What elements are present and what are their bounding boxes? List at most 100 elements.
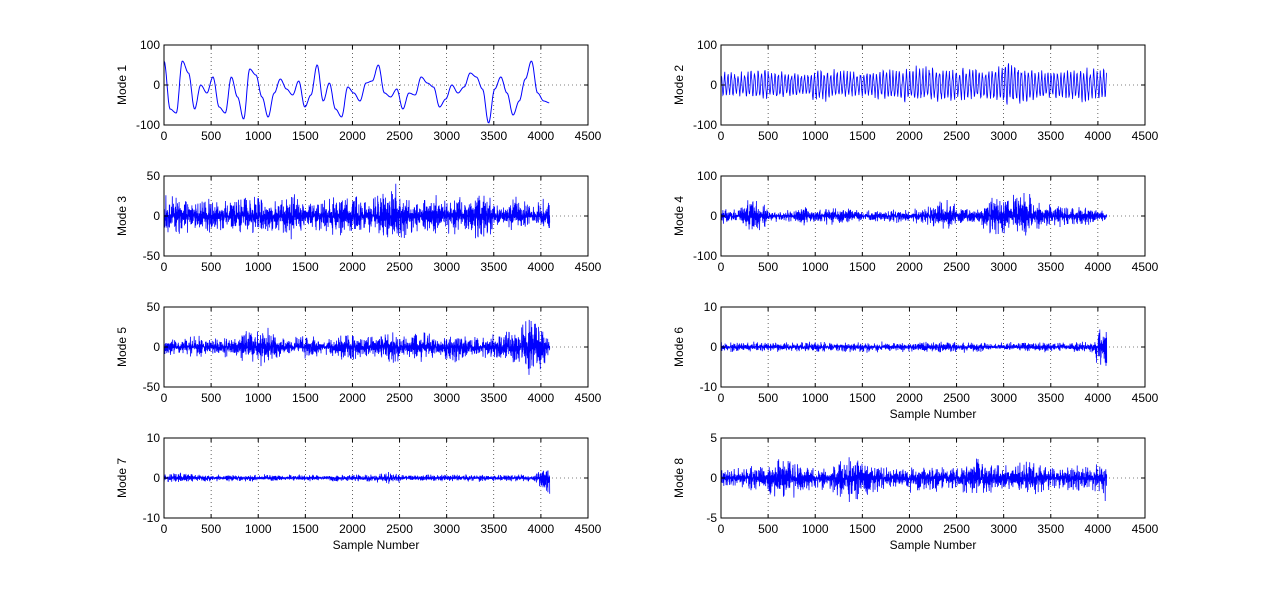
- x-tick-label: 3000: [433, 522, 460, 536]
- x-tick-label: 500: [758, 260, 778, 274]
- signal-line: [163, 60, 550, 124]
- y-axis-label: Mode 5: [115, 327, 129, 367]
- y-tick-label: 50: [147, 169, 161, 183]
- x-tick-label: 3500: [1037, 391, 1064, 405]
- y-tick-label: 10: [147, 431, 161, 445]
- subplot-mode-2: 0 500 1000 1500 2000 2500 3000 3500 4000 45001000…: [672, 38, 1159, 143]
- x-tick-label: 4500: [1132, 129, 1159, 143]
- x-tick-label: 0: [161, 260, 168, 274]
- x-tick-label: 2000: [339, 129, 366, 143]
- x-tick-label: 4000: [1085, 522, 1112, 536]
- x-tick-label: 4000: [528, 129, 555, 143]
- x-tick-label: 2000: [896, 391, 923, 405]
- x-tick-label: 3500: [480, 260, 507, 274]
- x-tick-label: 3500: [1037, 129, 1064, 143]
- y-tick-label: -100: [136, 118, 160, 132]
- signal-line: [720, 457, 1108, 503]
- x-tick-label: 1500: [292, 522, 319, 536]
- x-tick-label: 500: [758, 522, 778, 536]
- subplot-mode-7: 0 500 1000 1500 2000 2500 3000 3500 4000 4500100-…: [115, 431, 602, 552]
- subplot-mode-6: 0 500 1000 1500 2000 2500 3000 3500 4000 4500100-…: [672, 300, 1159, 421]
- y-axis-label: Mode 2: [672, 65, 686, 105]
- x-tick-label: 0: [161, 129, 168, 143]
- x-tick-label: 1000: [245, 260, 272, 274]
- x-tick-label: 3000: [990, 260, 1017, 274]
- y-tick-label: -100: [693, 249, 717, 263]
- x-tick-label: 1000: [802, 391, 829, 405]
- y-tick-label: 100: [697, 38, 717, 52]
- x-tick-label: 4000: [1085, 260, 1112, 274]
- x-tick-label: 0: [718, 260, 725, 274]
- x-tick-label: 1500: [292, 391, 319, 405]
- x-tick-label: 1000: [802, 260, 829, 274]
- x-axis-label: Sample Number: [333, 538, 420, 552]
- subplot-mode-4: 0 500 1000 1500 2000 2500 3000 3500 4000 45001000…: [672, 169, 1159, 274]
- x-tick-label: 2000: [339, 522, 366, 536]
- x-tick-label: 0: [718, 391, 725, 405]
- x-tick-label: 1500: [849, 522, 876, 536]
- y-tick-label: 0: [710, 209, 717, 223]
- y-tick-label: 0: [153, 471, 160, 485]
- signal-line: [163, 183, 551, 240]
- signal-line: [163, 470, 551, 494]
- x-tick-label: 1000: [245, 391, 272, 405]
- y-tick-label: 100: [697, 169, 717, 183]
- x-tick-label: 1000: [802, 129, 829, 143]
- y-tick-label: -50: [143, 249, 161, 263]
- x-tick-label: 500: [201, 260, 221, 274]
- x-tick-label: 2000: [896, 522, 923, 536]
- x-tick-label: 1500: [849, 260, 876, 274]
- gridlines: [164, 45, 588, 125]
- x-tick-label: 3000: [433, 391, 460, 405]
- x-tick-label: 2500: [943, 260, 970, 274]
- y-tick-label: -50: [143, 380, 161, 394]
- y-tick-label: 0: [153, 209, 160, 223]
- x-tick-label: 3000: [990, 391, 1017, 405]
- x-tick-label: 3000: [433, 129, 460, 143]
- x-tick-label: 4500: [575, 391, 602, 405]
- x-tick-label: 2500: [386, 391, 413, 405]
- x-tick-label: 1500: [292, 129, 319, 143]
- y-tick-label: -5: [706, 511, 717, 525]
- x-tick-label: 500: [201, 522, 221, 536]
- x-tick-label: 500: [758, 129, 778, 143]
- subplot-mode-5: 0 500 1000 1500 2000 2500 3000 3500 4000 4500500-…: [115, 300, 602, 405]
- y-tick-label: 0: [153, 340, 160, 354]
- y-tick-label: 0: [710, 340, 717, 354]
- x-tick-label: 4000: [528, 260, 555, 274]
- x-tick-label: 1500: [292, 260, 319, 274]
- x-tick-label: 1000: [245, 129, 272, 143]
- y-axis-label: Mode 3: [115, 196, 129, 236]
- signal-line: [163, 319, 551, 375]
- x-tick-label: 0: [161, 391, 168, 405]
- y-axis-label: Mode 4: [672, 196, 686, 236]
- x-tick-label: 2500: [943, 391, 970, 405]
- x-tick-label: 3000: [433, 260, 460, 274]
- x-tick-label: 4000: [528, 391, 555, 405]
- x-tick-label: 2000: [339, 391, 366, 405]
- x-tick-label: 1500: [849, 391, 876, 405]
- y-axis-label: Mode 1: [115, 65, 129, 105]
- x-tick-label: 1000: [802, 522, 829, 536]
- signal-line: [720, 329, 1108, 366]
- x-tick-label: 3500: [480, 391, 507, 405]
- x-tick-label: 2500: [386, 260, 413, 274]
- x-tick-label: 500: [201, 129, 221, 143]
- x-tick-label: 3500: [1037, 260, 1064, 274]
- x-tick-label: 0: [718, 129, 725, 143]
- y-tick-label: 0: [710, 78, 717, 92]
- subplot-mode-1: 0 500 1000 1500 2000 2500 3000 3500 4000 45001000…: [115, 38, 602, 143]
- y-tick-label: 50: [147, 300, 161, 314]
- x-tick-label: 2500: [386, 522, 413, 536]
- y-tick-label: 0: [710, 471, 717, 485]
- x-tick-label: 2500: [943, 522, 970, 536]
- x-tick-label: 0: [718, 522, 725, 536]
- subplot-mode-8: 0 500 1000 1500 2000 2500 3000 3500 4000 450050-5…: [672, 431, 1159, 552]
- y-axis-label: Mode 7: [115, 458, 129, 498]
- x-tick-label: 4500: [1132, 391, 1159, 405]
- x-axis-label: Sample Number: [890, 407, 977, 421]
- x-tick-label: 2000: [896, 129, 923, 143]
- y-tick-label: 100: [140, 38, 160, 52]
- x-axis-label: Sample Number: [890, 538, 977, 552]
